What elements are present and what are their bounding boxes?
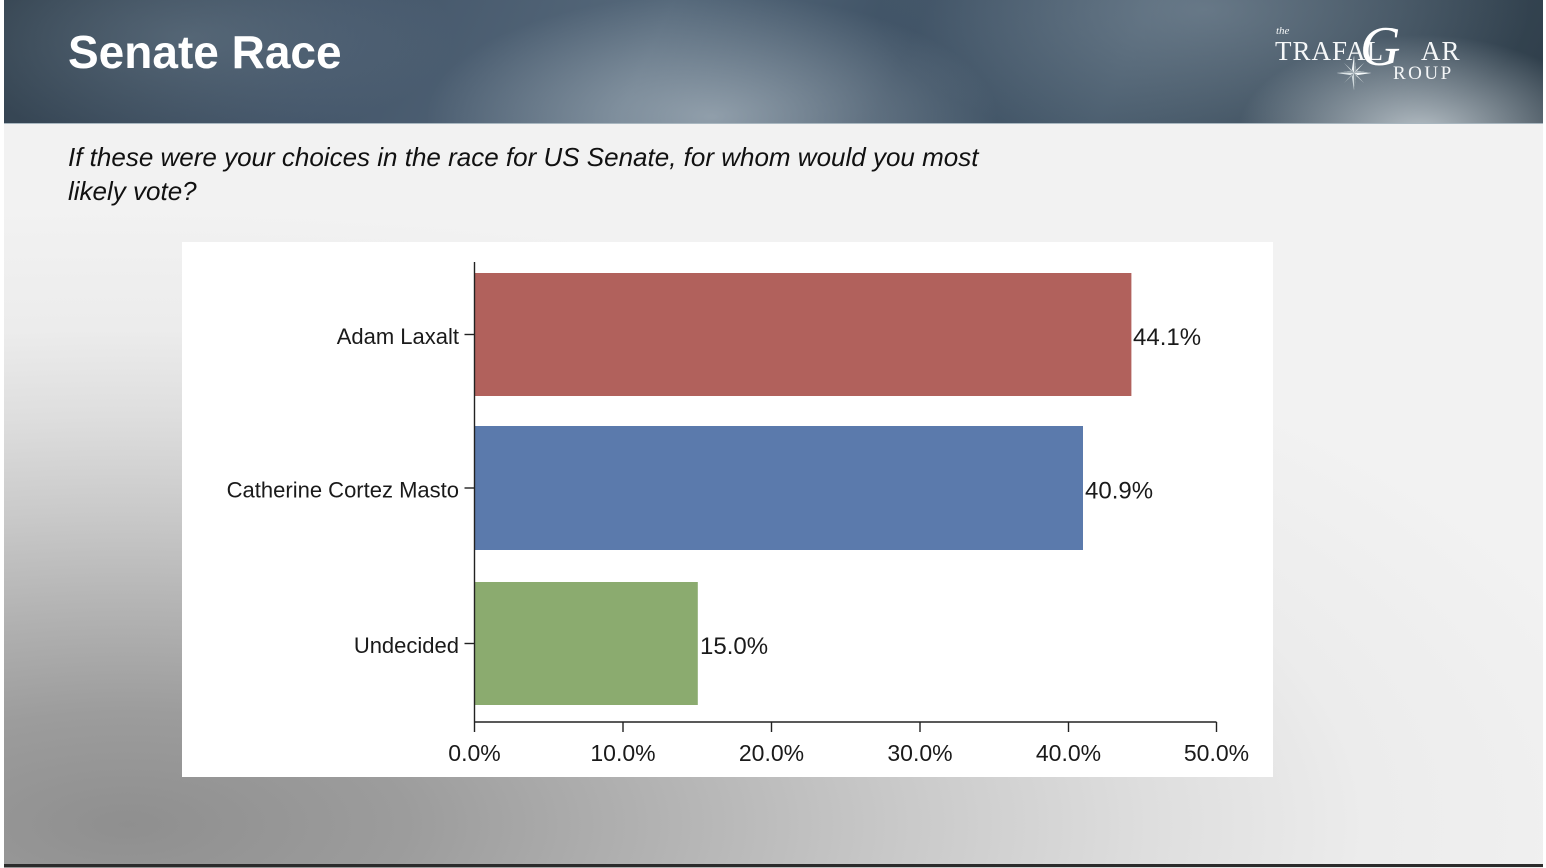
svg-text:20.0%: 20.0% [739, 740, 804, 766]
svg-text:ROUP: ROUP [1393, 63, 1454, 84]
svg-text:40.9%: 40.9% [1085, 478, 1153, 505]
svg-text:15.0%: 15.0% [700, 633, 768, 660]
svg-text:Catherine Cortez Masto: Catherine Cortez Masto [227, 478, 459, 503]
svg-text:Adam Laxalt: Adam Laxalt [337, 324, 459, 349]
svg-text:10.0%: 10.0% [590, 740, 655, 766]
svg-text:40.0%: 40.0% [1036, 740, 1101, 766]
svg-text:AR: AR [1421, 36, 1461, 66]
svg-text:30.0%: 30.0% [887, 740, 952, 766]
svg-text:Undecided: Undecided [354, 633, 459, 658]
svg-text:50.0%: 50.0% [1184, 740, 1249, 766]
svg-text:G: G [1360, 18, 1400, 78]
svg-text:0.0%: 0.0% [448, 740, 500, 766]
svg-text:44.1%: 44.1% [1133, 324, 1201, 351]
